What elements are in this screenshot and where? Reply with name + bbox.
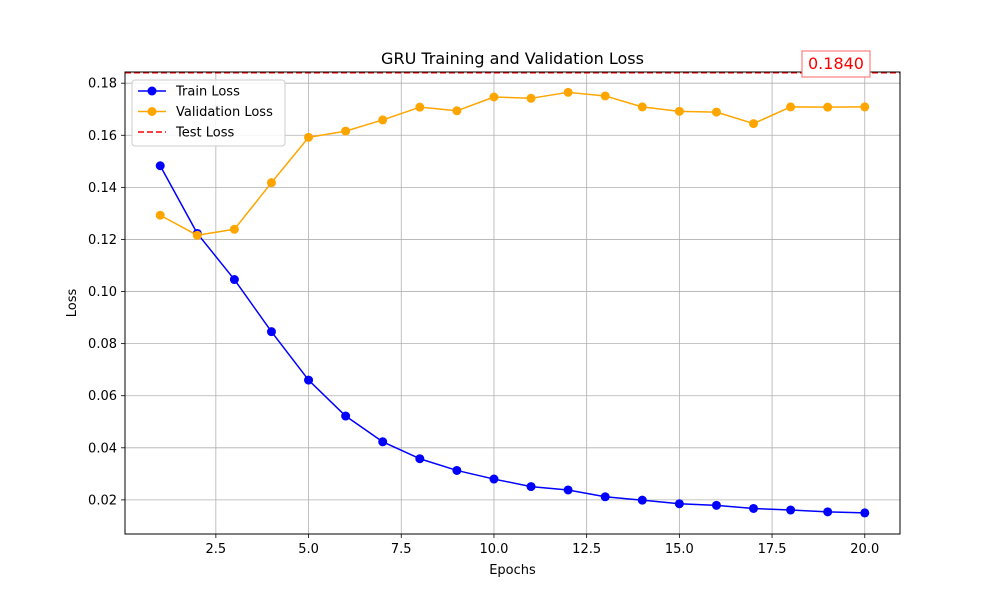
chart-title: GRU Training and Validation Loss: [381, 49, 644, 68]
validation-loss-point: [674, 106, 684, 116]
annotation-text: 0.1840: [808, 54, 864, 73]
annotation-box: [801, 50, 871, 78]
y-tick-label: 0.02: [88, 493, 117, 508]
validation-loss-point: [786, 102, 796, 112]
validation-loss-point: [452, 106, 462, 116]
legend-test-label: Test Loss: [175, 126, 234, 141]
train-loss-point: [711, 500, 721, 510]
validation-loss-point: [749, 119, 759, 129]
validation-loss-point: [637, 102, 647, 112]
validation-loss-point: [415, 102, 425, 112]
train-loss-point: [749, 503, 759, 513]
train-loss-point: [786, 505, 796, 515]
validation-loss-line: [159, 91, 865, 237]
validation-loss-point: [155, 210, 165, 220]
legend-train-label: Train Loss: [175, 85, 240, 100]
legend-train-marker: [147, 86, 157, 96]
axes-frame: [124, 71, 901, 535]
validation-loss-point: [823, 102, 833, 112]
y-tick-label: 0.06: [88, 389, 117, 404]
y-tick-label: 0.04: [88, 441, 117, 456]
x-tick-label: 7.5: [391, 542, 412, 557]
train-loss-point: [823, 507, 833, 517]
train-loss-point: [526, 482, 536, 492]
train-loss-point: [155, 161, 165, 171]
validation-loss-point: [192, 230, 202, 240]
validation-loss-point: [341, 126, 351, 136]
x-tick-label: 17.5: [758, 542, 787, 557]
train-loss-point: [452, 465, 462, 475]
train-loss-point: [674, 499, 684, 509]
x-tick-label: 2.5: [206, 542, 227, 557]
validation-loss-point: [860, 102, 870, 112]
axis-ticks: 2.5 5.0 7.5 10.0 12.5 15.0 17.5 20.0 0.02 0.04 0.0…: [88, 77, 879, 557]
train-loss-line: [159, 165, 865, 514]
series-layer: [125, 72, 900, 518]
x-tick-label: 5.0: [298, 542, 319, 557]
validation-loss-point: [563, 87, 573, 97]
validation-loss-point: [378, 115, 388, 125]
legend-validation-marker: [147, 107, 157, 116]
y-tick-label: 0.08: [88, 337, 117, 352]
train-loss-point: [266, 327, 276, 337]
legend-item-validation: Validation Loss: [138, 105, 273, 120]
train-loss-point: [415, 454, 425, 464]
validation-loss-point: [489, 92, 499, 102]
train-loss-point: [860, 508, 870, 518]
legend-item-train: Train Loss: [138, 85, 240, 100]
grid-lines: [125, 72, 900, 534]
y-tick-label: 0.16: [88, 129, 117, 144]
validation-loss-point: [526, 93, 536, 103]
x-tick-label: 20.0: [850, 542, 879, 557]
validation-loss-point: [304, 132, 314, 142]
y-axis-label: Loss: [65, 289, 80, 318]
train-loss-point: [489, 474, 499, 484]
y-tick-label: 0.12: [88, 233, 117, 248]
x-tick-label: 12.5: [572, 542, 601, 557]
x-tick-label: 15.0: [665, 542, 694, 557]
validation-loss-point: [711, 107, 721, 117]
validation-loss-point: [266, 178, 276, 188]
legend-item-test: Test Loss: [138, 126, 234, 141]
x-tick-label: 10.0: [479, 542, 508, 557]
y-tick-label: 0.10: [88, 285, 117, 300]
validation-loss-point: [229, 224, 239, 234]
train-loss-point: [341, 411, 351, 421]
legend-validation-label: Validation Loss: [176, 105, 273, 120]
train-loss-point: [600, 492, 610, 502]
plot-area: [125, 72, 900, 534]
train-loss-point: [378, 437, 388, 447]
x-axis-label: Epochs: [489, 563, 536, 578]
validation-loss-point: [600, 91, 610, 101]
y-tick-label: 0.18: [88, 77, 117, 92]
train-loss-point: [563, 485, 573, 495]
test-loss-annotation: 0.1840: [801, 50, 871, 78]
train-loss-point: [637, 495, 647, 505]
legend-box: [131, 79, 286, 147]
legend: Train Loss Validation Loss Test Loss: [131, 79, 286, 147]
train-loss-point: [304, 375, 314, 385]
train-loss-point: [229, 275, 239, 285]
y-tick-label: 0.14: [88, 181, 117, 196]
